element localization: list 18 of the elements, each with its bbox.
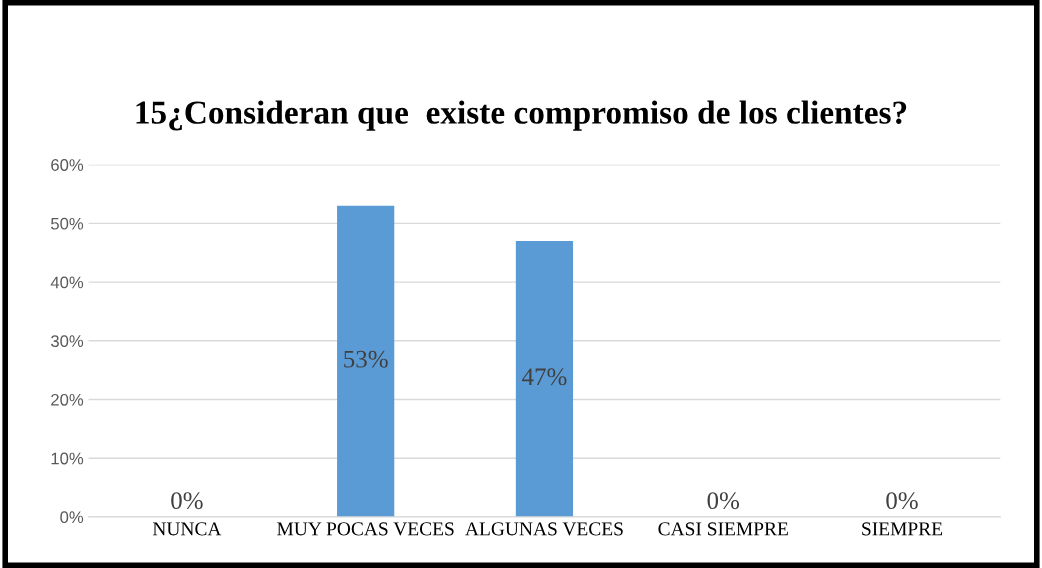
x-tick-label: CASI SIEMPRE (658, 522, 788, 536)
x-tick-label: ALGUNAS VECES (465, 522, 623, 536)
x-tick-label: MUY POCAS VECES (277, 522, 454, 536)
y-tick-label: 20% (51, 393, 84, 406)
y-tick-label: 50% (51, 217, 84, 230)
chart-title: 15¿Consideran que existe compromiso de los clientes? (136, 100, 907, 131)
y-tick-label: 10% (51, 452, 84, 465)
y-tick-label: 40% (50, 276, 84, 289)
data-label: 53% (344, 350, 388, 368)
data-label: 0% (171, 492, 203, 510)
x-tick-label: NUNCA (152, 522, 222, 536)
data-label: 47% (522, 368, 567, 386)
y-tick-label: 0% (60, 511, 84, 524)
y-tick-label: 30% (50, 335, 84, 347)
data-label: 0% (886, 492, 918, 510)
y-tick-label: 60% (51, 159, 84, 171)
data-label: 0% (707, 492, 740, 510)
x-tick-label: SIEMPRE (862, 522, 943, 536)
